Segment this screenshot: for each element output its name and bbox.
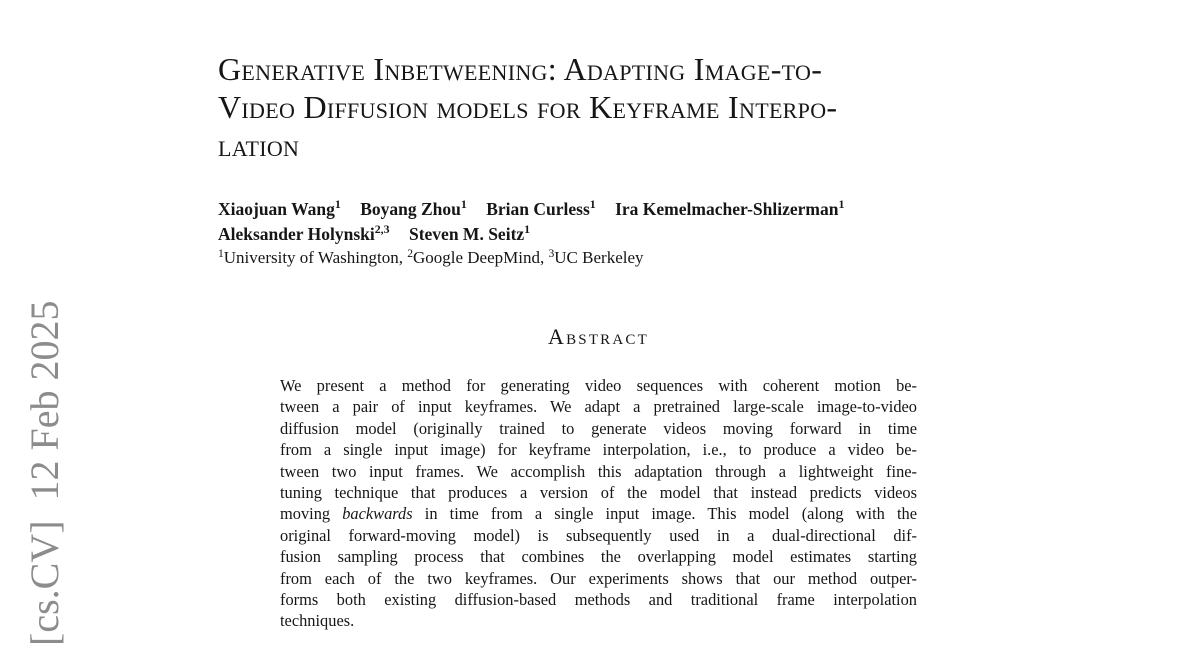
abstract-line: We present a method for generating video…: [280, 376, 917, 395]
author-name-text: Brian Curless: [486, 199, 590, 219]
author-line-2: Aleksander Holynski2,3 Steven M. Seitz1: [218, 221, 844, 248]
title-line-1: Generative Inbetweening: Adapting Image-…: [218, 51, 823, 87]
author-block: Xiaojuan Wang1 Boyang Zhou1 Brian Curles…: [218, 197, 845, 272]
author-affiliation-sup: 1: [334, 197, 341, 212]
author-name: Ira Kemelmacher-Shlizerman1: [615, 197, 845, 219]
affiliation-sup: 3: [548, 246, 555, 260]
author-name: Boyang Zhou1: [360, 197, 467, 219]
author-affiliation-sup: 1: [589, 197, 596, 212]
abstract-line: forms both existing diffusion-based meth…: [280, 590, 917, 610]
affiliation: 2Google DeepMind,: [407, 246, 549, 267]
author-name: Aleksander Holynski2,3: [218, 221, 390, 244]
affiliation-sup: 2: [407, 246, 413, 260]
abstract-line: fusion sampling process that combines th…: [280, 547, 917, 567]
title-line-2: Video Diffusion models for Keyframe Inte…: [218, 89, 838, 125]
author-affiliation-sup: 1: [838, 197, 845, 212]
author-name: Steven M. Seitz1: [408, 221, 531, 244]
author-line-1: Xiaojuan Wang1 Boyang Zhou1 Brian Curles…: [218, 197, 845, 223]
abstract-line-with-italic: moving backwards in time from a single i…: [280, 503, 917, 524]
arxiv-stamp: [cs.CV] 12 Feb 2025: [22, 300, 67, 646]
abstract-line: from each of the two keyframes. Our expe…: [280, 568, 917, 588]
abstract-line: techniques.: [280, 611, 355, 631]
abstract-line-post: in time from a single input image. This …: [412, 504, 918, 524]
abstract-line: tween a pair of input keyframes. We adap…: [280, 397, 917, 417]
author-affiliation-sup: 1: [524, 221, 531, 236]
author-name: Brian Curless1: [486, 197, 596, 219]
affiliation: 1University of Washington,: [218, 246, 408, 267]
affiliation: 3UC Berkeley: [548, 246, 644, 267]
title-line-3: lation: [218, 127, 300, 163]
author-affiliation-sup: 1: [460, 197, 467, 212]
abstract-line-pre: moving: [280, 504, 343, 524]
affiliation-text: Google DeepMind,: [412, 248, 549, 267]
author-affiliation-sup: 2,3: [374, 221, 390, 236]
affiliation-text: University of Washington,: [223, 248, 408, 267]
abstract-line: original forward-moving model) is subseq…: [280, 525, 917, 545]
paper-title: Generative Inbetweening: Adapting Image-…: [218, 50, 837, 164]
affiliations-line: 1University of Washington, 2Google DeepM…: [218, 247, 844, 272]
affiliation-sup: 1: [218, 246, 224, 260]
abstract-line: tween two input frames. We accomplish th…: [280, 461, 917, 481]
abstract-line: from a single input image) for keyframe …: [280, 440, 917, 460]
author-name-text: Ira Kemelmacher-Shlizerman: [615, 199, 839, 219]
affiliation-text: UC Berkeley: [554, 248, 644, 267]
author-name: Xiaojuan Wang1: [218, 197, 341, 219]
author-name-text: Boyang Zhou: [360, 199, 461, 219]
abstract-line: tuning technique that produces a version…: [280, 483, 917, 503]
abstract-line: diffusion model (originally trained to g…: [280, 418, 917, 438]
author-name-text: Steven M. Seitz: [408, 223, 525, 244]
author-name-text: Xiaojuan Wang: [218, 199, 335, 219]
abstract-body: We present a method for generating video…: [280, 375, 917, 632]
abstract-italic-word: backwards: [342, 504, 413, 524]
author-name-text: Aleksander Holynski: [218, 223, 375, 244]
abstract-heading: Abstract: [547, 324, 649, 349]
